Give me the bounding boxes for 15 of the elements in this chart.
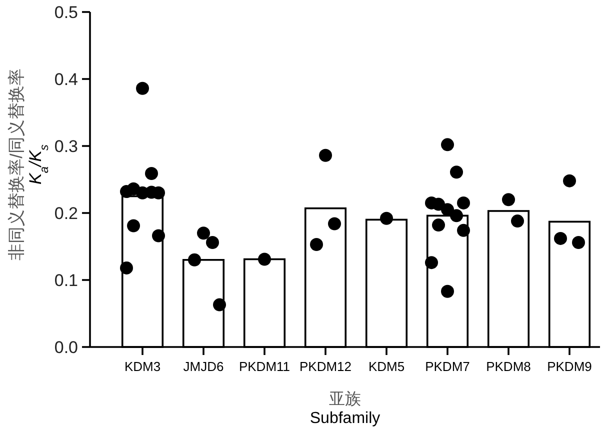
x-tick-label: PKDM11: [238, 359, 290, 374]
x-tick-label: PKDM9: [547, 359, 592, 374]
y-tick-label: 0.1: [54, 271, 78, 290]
x-tick-label: PKDM7: [425, 359, 470, 374]
x-tick-label: PKDM8: [486, 359, 531, 374]
y-tick-label: 0.2: [54, 204, 78, 223]
x-tick-label: JMJD6: [183, 359, 224, 374]
x-tick-label: KDM5: [368, 359, 405, 374]
y-tick-label: 0.4: [54, 70, 78, 89]
x-tick-label: PKDM12: [299, 359, 352, 374]
y-tick-label: 0.0: [54, 338, 78, 357]
y-tick-label: 0.5: [54, 3, 78, 22]
x-axis-title: 亚族 Subfamily: [310, 390, 380, 427]
x-tick-label: KDM3: [124, 359, 161, 374]
y-tick-label: 0.3: [54, 137, 78, 156]
